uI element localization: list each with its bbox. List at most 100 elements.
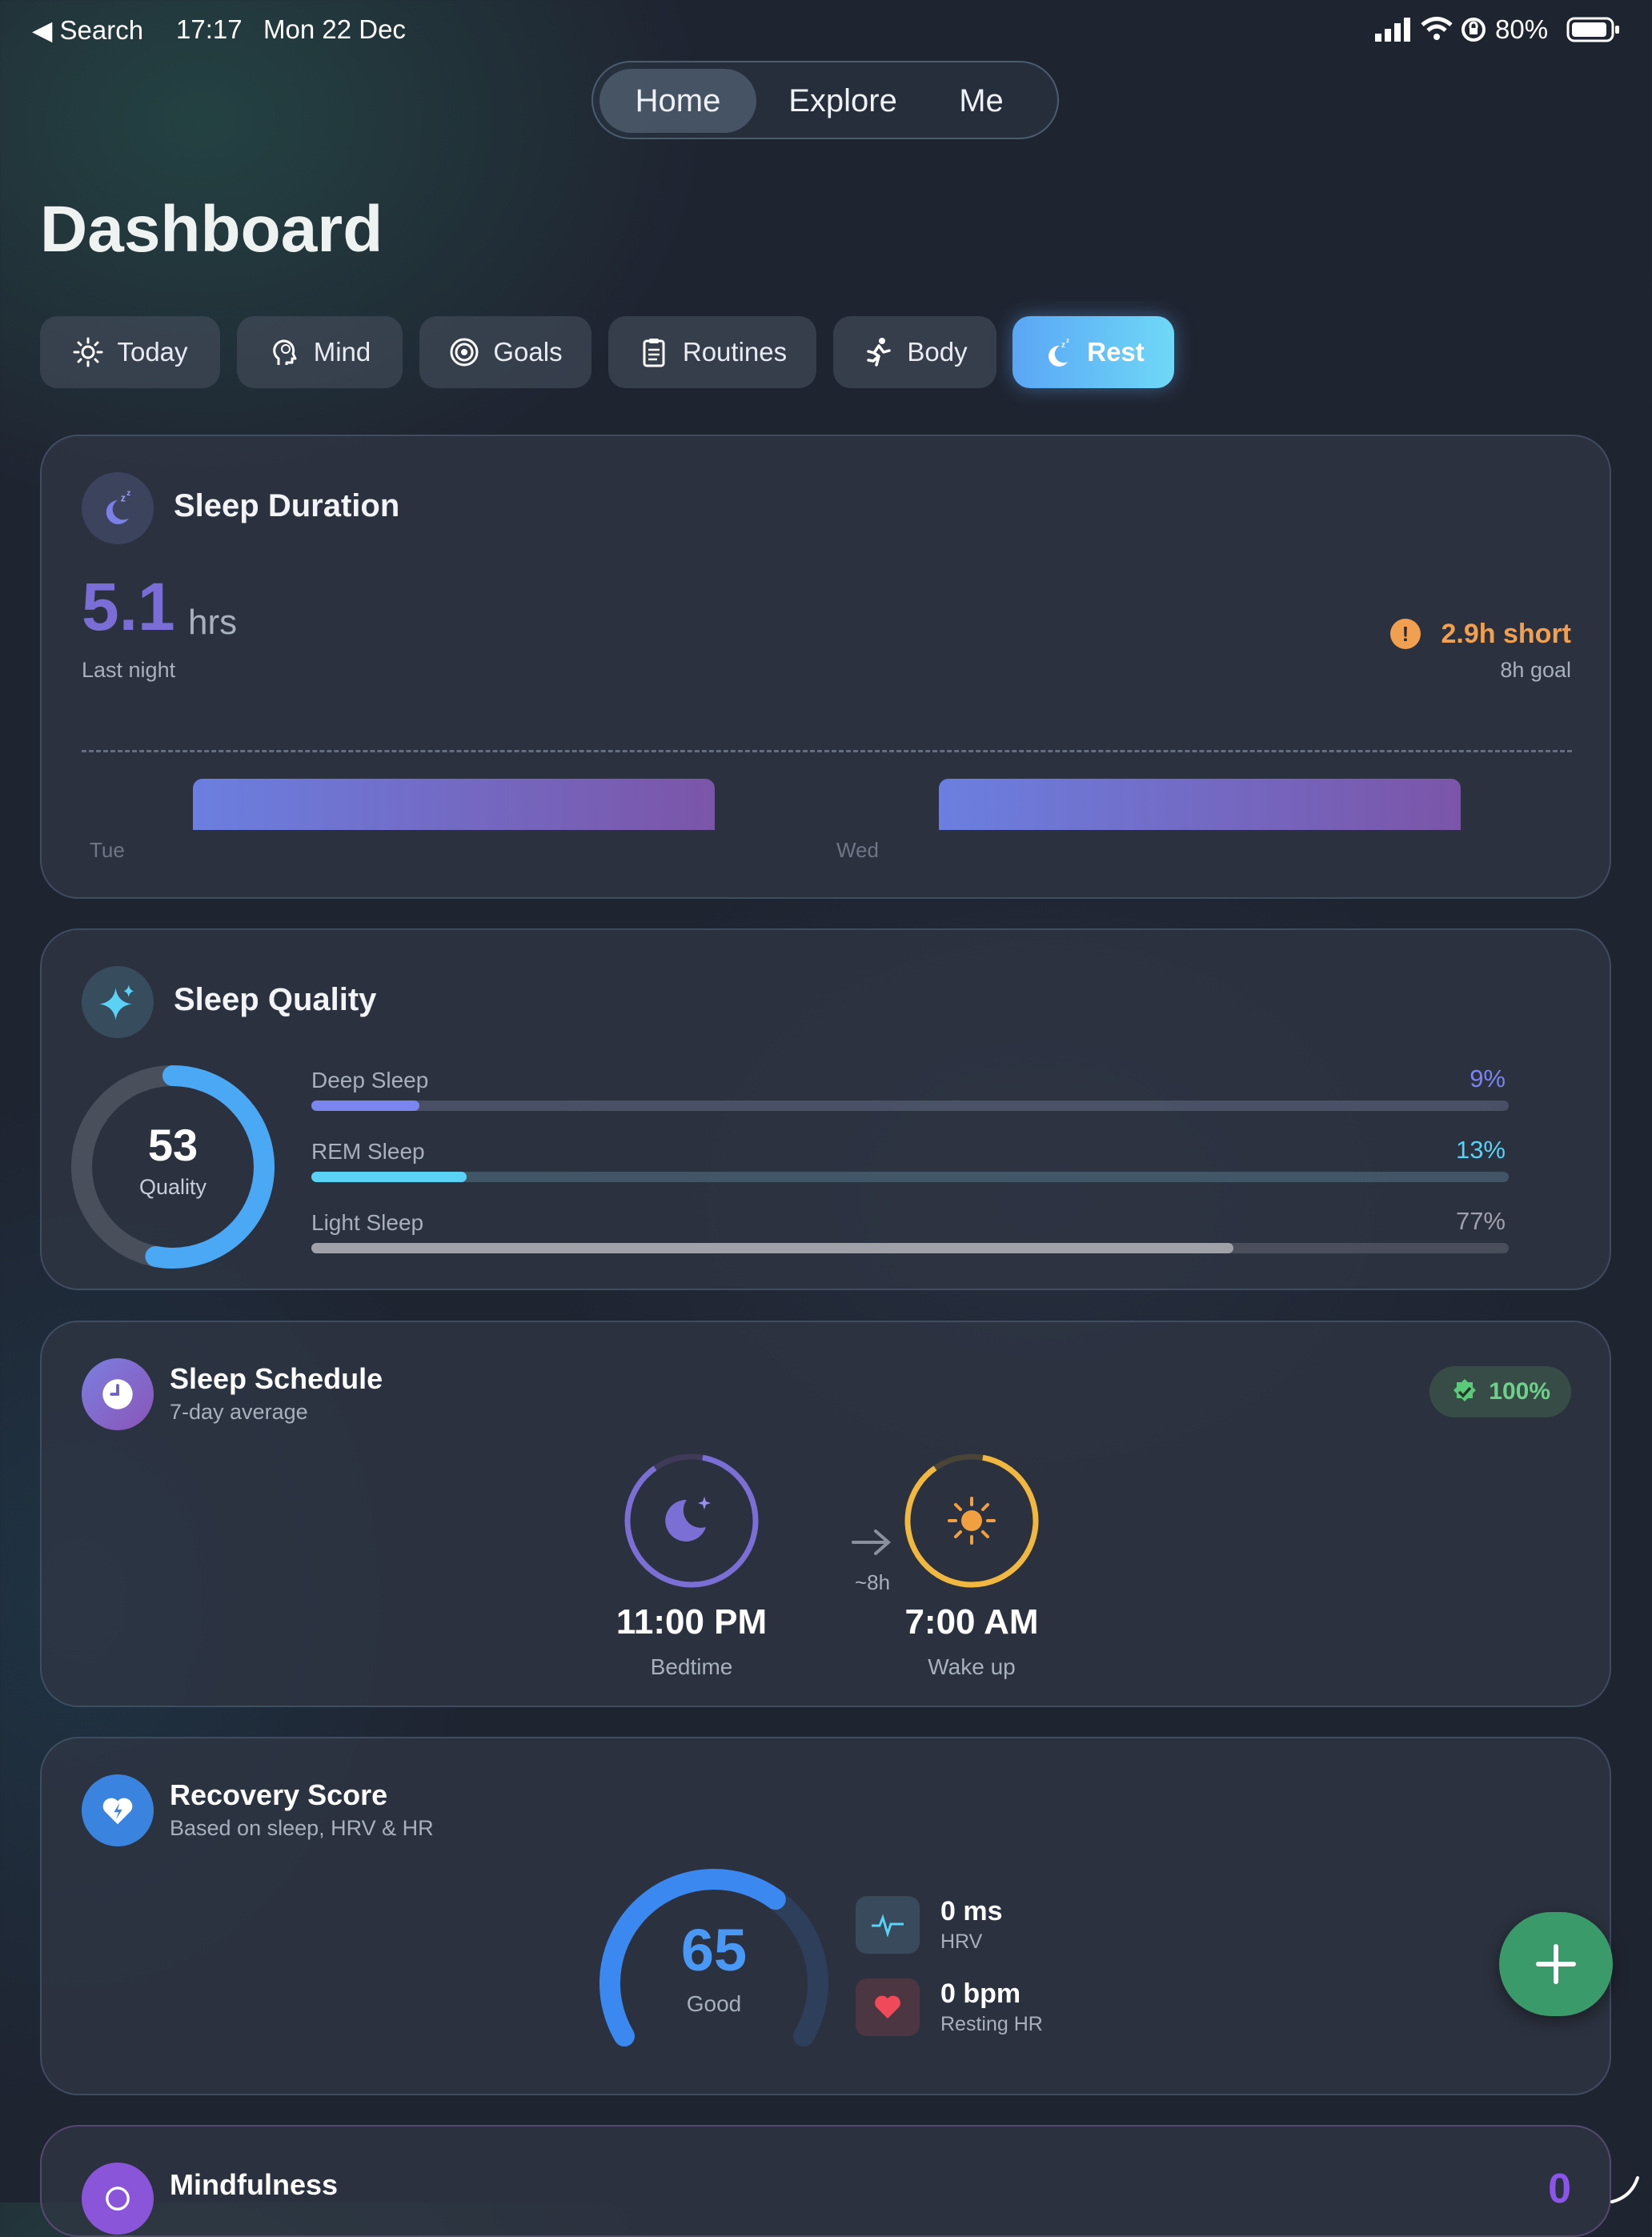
bedtime-value: 11:00 PM [615,1602,768,1642]
tab-body[interactable]: Body [833,316,996,388]
resting-hr-value: 0 bpm [940,1978,1021,2009]
badge-value: 100% [1489,1378,1550,1405]
tab-label: Body [907,337,968,367]
nav-me[interactable]: Me [959,83,1004,118]
card-title: Sleep Schedule [170,1362,383,1395]
heart-icon [856,1978,920,2036]
wifi-icon [1421,16,1453,46]
back-to-search[interactable]: ◀ Search [32,15,144,45]
stage-label-rem: REM Sleep [311,1139,425,1164]
quality-ring [71,1065,275,1269]
consistency-badge: 100% [1429,1366,1571,1417]
tab-today[interactable]: Today [40,316,220,388]
card-title: Sleep Duration [174,488,400,523]
brain-head-icon [82,2163,154,2235]
last-night-label: Last night [82,658,176,682]
quality-label: Quality [138,1175,207,1199]
card-subtitle: Based on sleep, HRV & HR [170,1816,434,1840]
stage-track-light [311,1243,1509,1253]
stage-label-deep: Deep Sleep [311,1068,429,1092]
svg-text:z: z [1066,337,1069,344]
stage-value-rem: 13% [1455,1136,1506,1164]
card-title: Sleep Quality [174,982,377,1017]
sleep-quality-card[interactable]: Sleep Quality 53 Quality Deep Sleep 9% R… [40,928,1611,1290]
verified-check-icon [1454,1379,1477,1401]
svg-text:z: z [121,492,126,503]
scroll-indicator-icon [1609,2173,1641,2209]
day-label-wed: Wed [836,838,879,862]
stage-label-light: Light Sleep [311,1210,424,1235]
hrv-pulse-icon [856,1896,920,1954]
goal-line [82,750,1572,752]
battery-icon [1566,16,1621,47]
stage-fill-light [311,1243,1233,1253]
stage-fill-rem [311,1172,467,1182]
svg-text:z: z [1061,341,1065,350]
sleep-schedule-card[interactable]: Sleep Schedule 7-day average 100% ~8h 11… [40,1321,1611,1707]
sleep-deficit: 2.9h short [1441,619,1571,649]
sleep-hours-value: 5.1 [82,569,175,644]
stage-fill-deep [311,1100,419,1111]
stage-value-deep: 9% [1470,1064,1506,1092]
plus-icon [1536,1944,1576,1984]
clipboard-icon [643,339,665,367]
sleep-bar-tue [193,779,715,830]
signal-icon [1375,18,1413,46]
warning-icon: ! [1390,619,1421,649]
tab-mind[interactable]: Mind [237,316,403,388]
goal-label: 8h goal [1500,658,1571,682]
svg-text:z: z [126,489,130,498]
card-subtitle: 7-day average [170,1400,308,1424]
moon-zzz-icon: zz [1049,337,1069,367]
recovery-score-card[interactable]: Recovery Score Based on sleep, HRV & HR … [40,1737,1611,2095]
tab-label: Rest [1087,337,1145,367]
heart-bolt-icon [82,1774,154,1846]
running-icon [867,338,892,367]
sleep-bar-wed [939,779,1461,830]
stage-value-light: 77% [1455,1207,1506,1235]
nav-explore[interactable]: Explore [788,83,897,118]
mindfulness-count: 0 [1548,2166,1571,2212]
clock-icon [82,1358,154,1430]
nav-home[interactable]: Home [599,69,756,133]
sun-icon [73,337,103,367]
hrv-label: HRV [940,1930,983,1953]
status-date: Mon 22 Dec [263,14,406,44]
quality-score: 53 [147,1120,198,1170]
mindfulness-card[interactable]: Mindfulness 0 [40,2125,1611,2237]
card-title: Mindfulness [170,2168,339,2201]
tab-goals[interactable]: Goals [419,316,591,388]
sparkles-icon [82,966,154,1038]
battery-percent: 80% [1495,14,1549,44]
sleep-gap: ~8h [854,1570,891,1594]
bedtime-label: Bedtime [650,1654,733,1679]
tab-label: Routines [682,337,788,367]
status-time: 17:17 [176,14,243,44]
hrv-value: 0 ms [940,1896,1003,1926]
top-nav: Home Explore Me [591,61,1059,139]
recovery-gauge [599,1869,828,2047]
arrow-right-icon [850,1526,895,1562]
page-title: Dashboard [40,193,383,266]
stage-track-deep [311,1100,1509,1111]
bedtime-ring [624,1453,759,1588]
wake-ring [904,1453,1039,1588]
wake-value: 7:00 AM [904,1602,1039,1642]
resting-hr-label: Resting HR [940,2013,1043,2035]
card-title: Recovery Score [170,1778,388,1811]
tab-routines[interactable]: Routines [608,316,816,388]
rotation-lock-icon [1460,16,1487,47]
sleep-hours-unit: hrs [188,603,238,642]
day-label-tue: Tue [90,838,125,862]
target-icon [450,338,479,367]
tab-label: Goals [493,337,563,367]
recovery-label: Good [686,1991,742,2016]
tab-label: Today [117,337,188,367]
recovery-score: 65 [680,1917,748,1983]
wake-label: Wake up [928,1654,1016,1679]
stage-track-rem [311,1172,1509,1182]
add-button[interactable] [1499,1912,1613,2016]
